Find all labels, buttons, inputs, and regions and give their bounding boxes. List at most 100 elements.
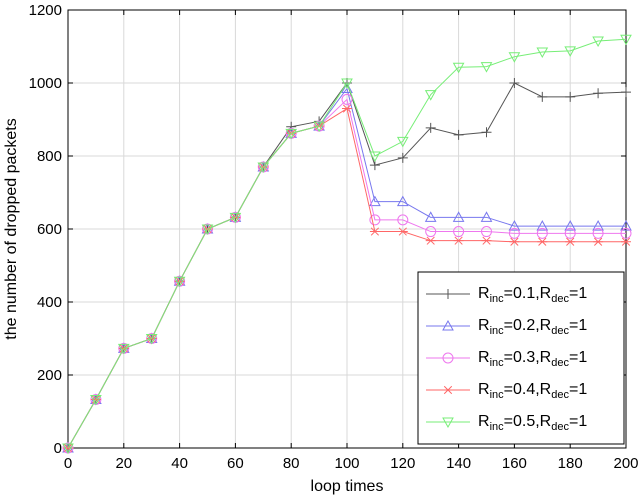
data-point-triangle-down <box>369 151 381 163</box>
data-point-triangle-down <box>201 224 214 236</box>
data-point-triangle-down <box>257 162 270 173</box>
data-point-circle <box>620 227 632 239</box>
data-point-triangle-up <box>536 220 549 231</box>
x-tick-label: 160 <box>502 455 527 472</box>
data-point-asterisk <box>481 236 492 245</box>
y-tick-label: 800 <box>37 148 62 165</box>
data-point-circle <box>564 227 576 239</box>
legend-entry: Rinc=0.2,Rdec=1 <box>426 317 587 337</box>
data-point-plus <box>621 87 631 98</box>
x-tick-label: 140 <box>446 455 471 472</box>
legend-label: Rinc=0.2,Rdec=1 <box>478 317 587 337</box>
legend-label: Rinc=0.4,Rdec=1 <box>478 381 587 401</box>
data-point-triangle-down <box>424 90 437 101</box>
legend-label: Rinc=0.3,Rdec=1 <box>478 349 587 369</box>
data-point-triangle-up <box>620 220 632 231</box>
x-tick-label: 180 <box>558 455 583 472</box>
data-point-triangle-down <box>229 212 242 224</box>
data-point-plus <box>443 289 453 299</box>
x-tick-label: 40 <box>171 455 188 472</box>
y-tick-label: 200 <box>37 367 62 384</box>
data-point-triangle-down <box>90 394 102 406</box>
data-point-triangle-up <box>508 220 521 231</box>
data-point-asterisk <box>443 385 453 395</box>
legend-label: Rinc=0.5,Rdec=1 <box>478 413 587 433</box>
data-point-circle <box>425 226 437 238</box>
data-point-triangle-down <box>442 417 454 429</box>
data-point-triangle-down <box>480 62 493 73</box>
data-point-asterisk <box>537 237 548 246</box>
data-point-triangle-down <box>341 78 353 90</box>
data-point-asterisk <box>342 104 352 113</box>
x-tick-label: 0 <box>64 455 72 472</box>
legend-label: Rinc=0.1,Rdec=1 <box>478 285 587 305</box>
legend-entry: Rinc=0.3,Rdec=1 <box>426 349 587 369</box>
data-point-circle <box>508 227 520 239</box>
y-axis-title: the number of dropped packets <box>3 118 20 339</box>
axes-layer: 0 20 40 60 80 100 120 140 160 180 200 0 200 400 600 800… <box>29 2 639 472</box>
legend-entry: Rinc=0.4,Rdec=1 <box>426 381 587 401</box>
data-point-triangle-down <box>285 128 298 140</box>
data-point-circle <box>453 226 465 238</box>
data-point-triangle-up <box>592 220 604 231</box>
x-tick-label: 60 <box>227 455 244 472</box>
data-point-circle <box>369 214 381 226</box>
data-point-asterisk <box>453 236 464 245</box>
data-point-plus <box>593 88 604 99</box>
series-layer <box>62 34 632 455</box>
series-5 <box>62 34 632 455</box>
data-point-plus <box>537 91 548 102</box>
y-tick-label: 0 <box>54 440 62 457</box>
x-tick-label: 20 <box>115 455 132 472</box>
data-point-plus <box>565 91 576 102</box>
data-point-plus <box>397 152 408 163</box>
x-tick-label: 200 <box>613 455 638 472</box>
data-point-triangle-down <box>313 121 325 133</box>
data-point-triangle-down <box>564 46 577 57</box>
data-point-triangle-down <box>508 52 521 63</box>
data-point-asterisk <box>621 237 631 246</box>
data-point-triangle-down <box>117 343 130 355</box>
data-point-asterisk <box>593 237 604 246</box>
data-point-plus <box>509 78 520 88</box>
data-point-triangle-up <box>452 211 465 222</box>
y-tick-label: 400 <box>37 294 62 311</box>
data-point-triangle-down <box>620 34 632 46</box>
data-point-circle <box>536 227 548 239</box>
x-tick-label: 120 <box>390 455 415 472</box>
data-point-asterisk <box>509 237 520 246</box>
y-tick-label: 1200 <box>29 2 62 19</box>
x-axis-title: loop times <box>311 478 384 495</box>
data-point-triangle-down <box>592 36 604 48</box>
data-point-plus <box>481 127 492 138</box>
data-point-circle <box>442 352 454 364</box>
data-point-circle <box>397 214 409 226</box>
data-point-triangle-up <box>424 211 437 222</box>
data-point-plus <box>453 129 464 140</box>
data-point-circle <box>481 226 492 238</box>
data-point-triangle-up <box>369 195 381 207</box>
data-point-triangle-up <box>442 319 454 331</box>
data-point-triangle-down <box>536 47 549 59</box>
data-point-triangle-up <box>564 220 577 231</box>
data-point-triangle-down <box>452 62 465 74</box>
y-tick-label: 1000 <box>29 75 62 92</box>
data-point-asterisk <box>369 227 380 236</box>
data-point-triangle-down <box>62 443 74 455</box>
legend-entry: Rinc=0.5,Rdec=1 <box>426 413 587 433</box>
data-point-asterisk <box>565 237 576 246</box>
data-point-circle <box>341 93 353 105</box>
data-point-plus <box>425 122 436 133</box>
data-point-triangle-down <box>173 276 186 288</box>
data-point-plus <box>286 121 297 132</box>
data-point-triangle-down <box>145 334 158 345</box>
data-point-triangle-up <box>341 82 353 93</box>
data-point-circle <box>592 227 604 239</box>
legend: Rinc=0.1,Rdec=1 Rinc=0.2,Rdec=1 Rinc=0.3,R… <box>417 271 625 445</box>
series-line <box>67 38 627 449</box>
data-point-triangle-down <box>396 136 409 148</box>
data-point-asterisk <box>397 227 408 236</box>
x-tick-label: 80 <box>283 455 300 472</box>
